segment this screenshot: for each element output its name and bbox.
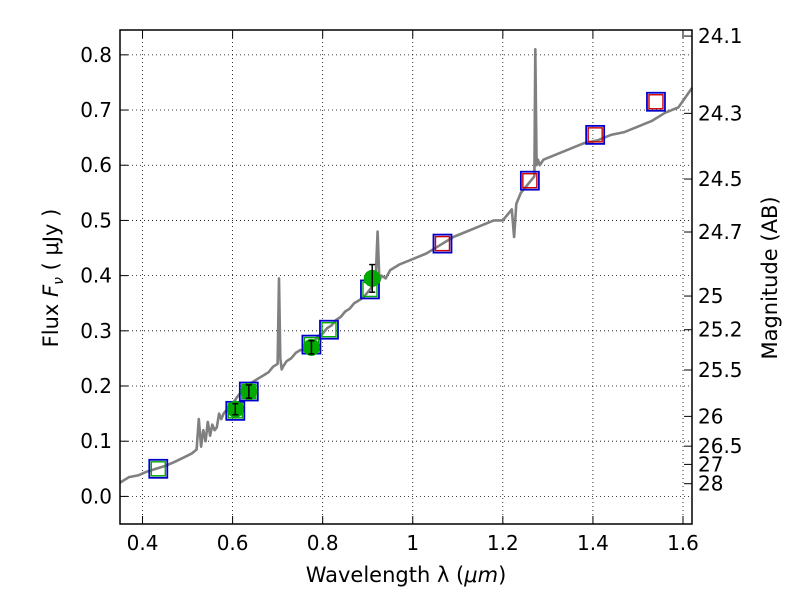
x-axis-label: Wavelength λ (μm) xyxy=(306,563,507,587)
spectrum-line xyxy=(119,48,694,484)
model-band-square xyxy=(319,319,339,340)
y-tick-label: 0.0 xyxy=(80,484,112,508)
right-tick-label: 27 xyxy=(698,452,723,476)
right-tick-label: 25 xyxy=(698,284,723,308)
y-tick-label: 0.8 xyxy=(80,43,112,67)
x-tick-label: 1.4 xyxy=(577,531,609,555)
spectrum-series xyxy=(119,48,694,484)
model-band-square xyxy=(585,124,606,145)
right-tick-label: 25.5 xyxy=(698,358,743,382)
y-tick-label: 0.3 xyxy=(80,319,112,343)
model-band-square xyxy=(432,233,453,254)
y-tick-label: 0.2 xyxy=(80,374,112,398)
y-tick-label: 0.5 xyxy=(80,208,112,232)
y-tick-label: 0.7 xyxy=(80,98,112,122)
model-band-square xyxy=(148,458,169,479)
y-tick-label: 0.6 xyxy=(80,153,112,177)
model-band-square xyxy=(519,170,540,191)
x-tick-label: 0.4 xyxy=(127,531,159,555)
right-tick-label: 24.3 xyxy=(698,101,743,125)
y-tick-label: 0.4 xyxy=(80,264,112,288)
photometry-markers xyxy=(226,263,381,418)
model-band-square xyxy=(238,381,259,402)
model-band-markers xyxy=(148,91,666,479)
x-tick-label: 0.6 xyxy=(217,531,249,555)
right-tick-label: 24.1 xyxy=(698,24,743,48)
model-band-inner xyxy=(648,94,664,110)
model-band-inner xyxy=(150,461,166,477)
x-tick-label: 1.2 xyxy=(487,531,519,555)
axis-ticks: 0.4 0.6 0.8 1 1.2 1.4 1.6 0.0 0.1 0.2 0.3 0.4 0.5 0.6… xyxy=(80,24,742,555)
x-tick-label: 1 xyxy=(406,531,419,555)
right-tick-label: 28 xyxy=(698,472,723,496)
y-axis-label: Flux Fν ( μJy ) xyxy=(39,209,67,348)
model-band-inner xyxy=(321,322,337,338)
x-tick-label: 0.8 xyxy=(307,531,339,555)
right-tick-label: 24.7 xyxy=(698,220,743,244)
right-tick-label: 25.2 xyxy=(698,318,743,342)
right-tick-label: 24.5 xyxy=(698,167,743,191)
model-band-square xyxy=(646,91,666,112)
right-tick-label: 26.5 xyxy=(698,434,743,458)
model-band-inner xyxy=(587,127,603,143)
model-band-inner xyxy=(434,235,451,252)
x-tick-label: 1.6 xyxy=(667,531,699,555)
right-tick-label: 26 xyxy=(698,404,723,428)
right-axis-label: Magnitude (AB) xyxy=(758,196,782,359)
y-tick-label: 0.1 xyxy=(80,429,112,453)
plot-frame xyxy=(119,29,693,525)
grid xyxy=(120,30,692,524)
model-band-inner xyxy=(522,172,538,189)
